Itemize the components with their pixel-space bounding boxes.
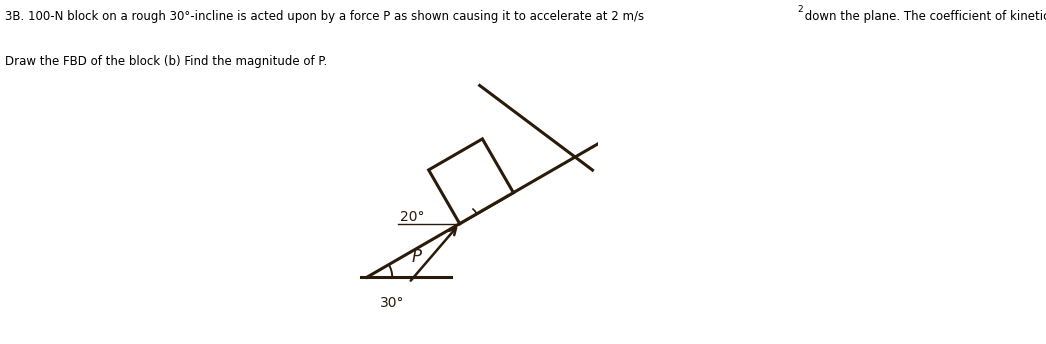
Text: Draw the FBD of the block (b) Find the magnitude of P.: Draw the FBD of the block (b) Find the m… <box>5 55 327 68</box>
Text: down the plane. The coefficient of kinetic friction is 0.30. (a): down the plane. The coefficient of kinet… <box>801 10 1046 23</box>
Text: 2: 2 <box>797 5 802 14</box>
Polygon shape <box>429 139 514 224</box>
Text: P: P <box>412 248 422 266</box>
Text: 3B. 100-N block on a rough 30°-incline is acted upon by a force P as shown causi: 3B. 100-N block on a rough 30°-incline i… <box>5 10 644 23</box>
Text: 30°: 30° <box>380 295 404 310</box>
Text: 20°: 20° <box>401 209 425 224</box>
